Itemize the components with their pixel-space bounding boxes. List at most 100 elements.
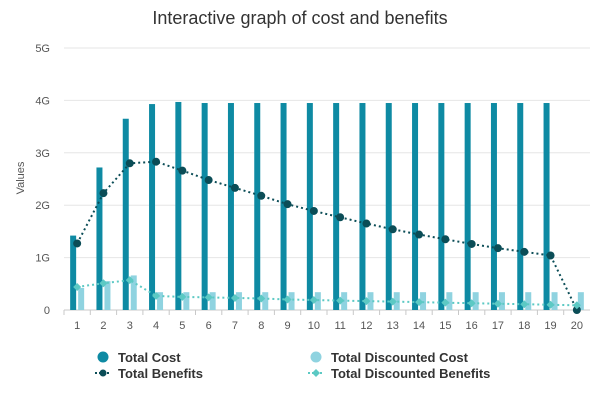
x-tick-label: 10 <box>308 320 320 332</box>
bar-total-discounted-cost <box>472 292 479 310</box>
bar-total-cost <box>385 103 392 311</box>
point-total-discounted-benefits <box>493 299 502 308</box>
point-total-benefits <box>257 191 266 200</box>
y-tick-label: 2G <box>35 200 50 212</box>
point-total-discounted-benefits <box>388 297 397 306</box>
bar-total-cost <box>70 235 77 310</box>
point-total-benefits <box>73 239 82 248</box>
bar-total-cost <box>333 103 340 311</box>
point-total-benefits <box>309 206 318 215</box>
bar-total-cost <box>517 103 524 311</box>
bar-total-cost <box>464 103 471 311</box>
legend-item[interactable]: Total Benefits <box>95 366 203 381</box>
point-total-discounted-benefits <box>546 300 555 309</box>
point-total-discounted-benefits <box>257 294 266 303</box>
point-total-benefits <box>493 244 502 253</box>
bar-total-discounted-cost <box>183 292 190 310</box>
chart-title: Interactive graph of cost and benefits <box>152 8 447 28</box>
x-tick-label: 8 <box>258 320 264 332</box>
point-total-benefits <box>178 166 187 175</box>
x-tick-label: 19 <box>544 320 556 332</box>
point-total-discounted-benefits <box>283 295 292 304</box>
point-total-benefits <box>467 239 476 248</box>
legend-marker <box>310 351 322 363</box>
x-tick-label: 9 <box>284 320 290 332</box>
point-total-discounted-benefits <box>441 298 450 307</box>
x-ticks: 1 2 3 4 5 6 7 8 9 10 11 12 13 14 15 16 17 18 19 20 <box>63 310 583 332</box>
x-tick-label: 1 <box>74 320 80 332</box>
x-tick-label: 15 <box>439 320 451 332</box>
point-total-discounted-benefits <box>572 301 581 310</box>
legend-label: Total Discounted Cost <box>331 350 469 365</box>
y-tick-label: 5G <box>35 43 50 55</box>
bars <box>70 101 584 311</box>
bar-total-discounted-cost <box>235 292 242 310</box>
bar-total-discounted-cost <box>130 275 137 310</box>
x-tick-label: 2 <box>100 320 106 332</box>
point-total-discounted-benefits <box>520 300 529 309</box>
bar-total-discounted-cost <box>157 292 164 310</box>
x-tick-label: 3 <box>127 320 133 332</box>
point-total-benefits <box>388 225 397 234</box>
bar-total-discounted-cost <box>551 292 558 310</box>
point-total-benefits <box>546 251 555 260</box>
bar-total-cost <box>543 103 550 311</box>
legend-label: Total Benefits <box>118 366 203 381</box>
point-total-discounted-benefits <box>415 298 424 307</box>
bar-total-cost <box>122 118 129 311</box>
bar-total-cost <box>490 103 497 311</box>
point-total-discounted-benefits <box>230 293 239 302</box>
y-tick-label: 1G <box>35 253 50 265</box>
line-total-discounted-benefits <box>77 279 577 307</box>
y-axis-label: Values <box>15 161 27 194</box>
x-tick-label: 16 <box>466 320 478 332</box>
bar-total-discounted-cost <box>209 292 216 310</box>
legend-item[interactable]: Total Cost <box>97 350 182 365</box>
point-total-benefits <box>283 200 292 209</box>
bar-total-cost <box>201 103 208 311</box>
bar-total-cost <box>96 167 103 310</box>
x-tick-label: 20 <box>571 320 583 332</box>
point-total-discounted-benefits <box>362 297 371 306</box>
bar-total-cost <box>254 103 261 311</box>
line-total-benefits <box>76 160 578 311</box>
x-tick-label: 17 <box>492 320 504 332</box>
legend-item[interactable]: Total Discounted Benefits <box>308 366 490 381</box>
x-tick-label: 11 <box>334 320 345 332</box>
legend-label: Total Discounted Benefits <box>331 366 490 381</box>
bar-total-discounted-cost <box>446 292 453 310</box>
bar-total-cost <box>412 103 419 311</box>
bar-total-cost <box>438 103 445 311</box>
legend-marker <box>97 351 109 363</box>
bar-total-discounted-cost <box>525 292 532 310</box>
point-total-benefits <box>336 213 345 222</box>
point-total-benefits <box>152 157 161 166</box>
point-total-discounted-benefits <box>178 292 187 301</box>
point-total-discounted-benefits <box>99 279 108 288</box>
bar-total-cost <box>175 101 182 310</box>
bar-total-cost <box>306 103 313 311</box>
legend-label: Total Cost <box>118 350 181 365</box>
bar-total-discounted-cost <box>104 281 111 310</box>
point-total-discounted-benefits <box>125 276 134 285</box>
bar-total-cost <box>280 103 287 311</box>
point-total-discounted-benefits <box>73 282 82 291</box>
bar-total-discounted-cost <box>577 292 584 310</box>
point-total-benefits <box>362 219 371 228</box>
x-tick-label: 5 <box>179 320 185 332</box>
x-tick-label: 4 <box>153 320 159 332</box>
lines <box>73 157 581 314</box>
x-tick-label: 14 <box>413 320 425 332</box>
point-total-discounted-benefits <box>204 293 213 302</box>
bar-total-discounted-cost <box>393 292 400 310</box>
x-tick-label: 7 <box>232 320 238 332</box>
legend-item[interactable]: Total Discounted Cost <box>310 350 469 365</box>
bar-total-discounted-cost <box>420 292 427 310</box>
legend[interactable]: Total Cost Total Discounted Cost Total Ben… <box>95 350 490 381</box>
point-total-benefits <box>230 183 239 192</box>
legend-marker <box>312 369 320 377</box>
bar-total-discounted-cost <box>367 292 374 310</box>
y-tick-label: 0 <box>44 305 50 317</box>
x-tick-label: 13 <box>387 320 399 332</box>
bar-total-cost <box>149 104 156 311</box>
